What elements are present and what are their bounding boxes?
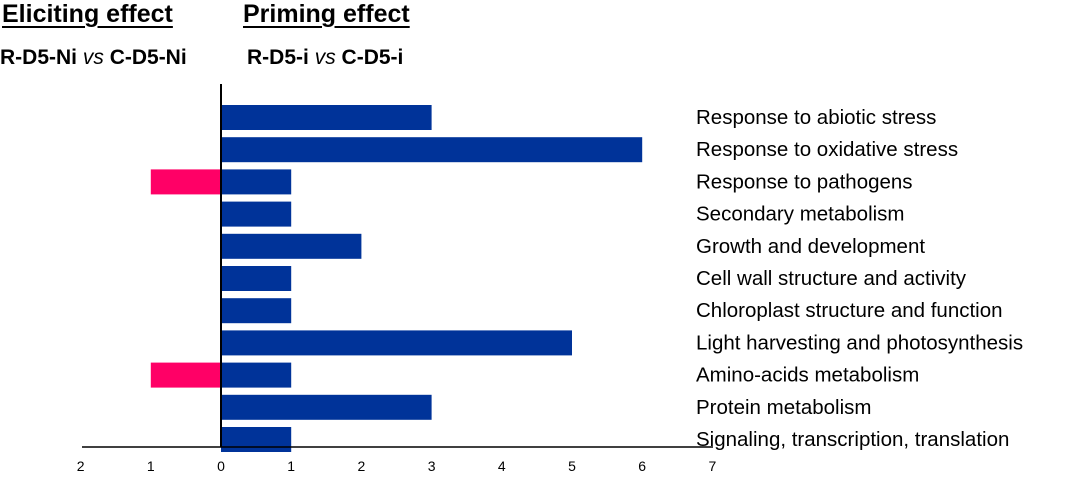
category-label: Light harvesting and photosynthesis [696,331,1023,354]
priming-bar [221,427,292,452]
priming-effect-title: Priming effect [243,0,410,28]
x-tick-label: 6 [638,458,646,474]
x-tick-label: 4 [498,458,506,474]
priming-bar [221,105,432,130]
priming-comparison-label: R-D5-i vs C-D5-i [247,46,403,70]
priming-bar [221,137,643,163]
eliciting-bar [150,169,221,195]
x-tick-label: 5 [568,458,576,474]
category-label: Cell wall structure and activity [696,267,967,290]
x-tick-label: 2 [77,458,85,474]
priming-bar [221,330,572,356]
category-label: Response to abiotic stress [696,106,936,129]
priming-bar [221,394,432,420]
category-label: Growth and development [696,235,925,258]
category-label: Response to oxidative stress [696,138,958,161]
priming-bar [221,233,362,259]
priming-bar [221,298,292,324]
priming-comparison-vs: vs [314,46,336,69]
x-tick-label: 3 [428,458,436,474]
bars-layer [150,105,643,452]
eliciting-comparison-vs: vs [82,46,104,69]
x-tick-label: 2 [358,458,366,474]
category-label: Protein metabolism [696,396,871,419]
x-tick-label: 0 [217,458,225,474]
priming-comparison-right: C-D5-i [341,46,404,69]
category-labels-layer: Response to abiotic stress Response to ox… [696,106,1023,451]
category-label: Secondary metabolism [696,203,905,226]
category-label: Response to pathogens [696,170,913,193]
axes-layer: 2 1 0 1 2 3 4 5 6 7 [77,84,717,474]
priming-bar [221,266,292,291]
eliciting-effect-title: Eliciting effect [2,0,173,28]
eliciting-comparison-label: R-D5-Ni vs C-D5-Ni [0,46,187,70]
eliciting-comparison-right: C-D5-Ni [109,46,187,69]
category-label: Chloroplast structure and function [696,299,1003,322]
x-tick-label: 1 [147,458,155,474]
eliciting-comparison-left: R-D5-Ni [0,46,77,69]
priming-bar [221,201,292,227]
priming-bar [221,169,292,195]
eliciting-bar [150,362,221,388]
category-label: Signaling, transcription, translation [696,428,1009,451]
x-tick-label: 7 [709,458,717,474]
category-label: Amino-acids metabolism [696,364,919,387]
priming-comparison-left: R-D5-i [247,46,309,69]
priming-bar [221,362,292,388]
x-tick-label: 1 [287,458,295,474]
